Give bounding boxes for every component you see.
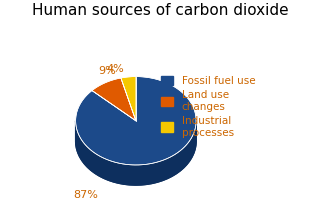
Text: 9%: 9% [98,66,116,76]
Polygon shape [121,77,136,121]
Polygon shape [76,121,196,185]
Polygon shape [92,78,136,121]
Polygon shape [76,121,196,185]
Polygon shape [76,77,196,165]
Title: Human sources of carbon dioxide: Human sources of carbon dioxide [32,3,288,18]
Legend: Fossil fuel use, Land use
changes, Industrial
processes: Fossil fuel use, Land use changes, Indus… [161,76,255,138]
Text: 87%: 87% [74,190,99,200]
Text: 4%: 4% [107,64,125,74]
